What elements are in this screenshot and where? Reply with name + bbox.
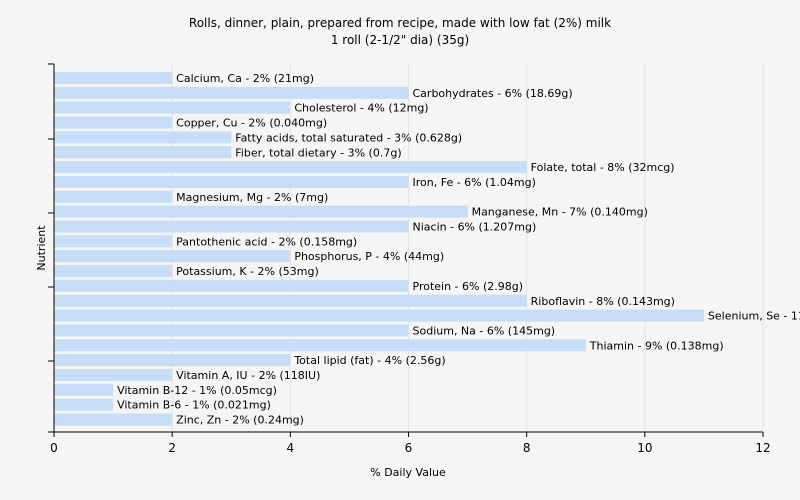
bar-label: Riboflavin - 8% (0.143mg) xyxy=(531,295,675,308)
bar xyxy=(54,279,409,292)
x-tick-label: 8 xyxy=(523,441,531,455)
bar xyxy=(54,131,232,144)
bar-label: Cholesterol - 4% (12mg) xyxy=(294,102,428,115)
bar-label: Fiber, total dietary - 3% (0.7g) xyxy=(235,146,401,159)
bar xyxy=(54,72,173,84)
bar xyxy=(54,413,173,426)
bar xyxy=(54,250,291,263)
bar-label: Protein - 6% (2.98g) xyxy=(413,280,524,293)
x-axis-label: % Daily Value xyxy=(370,466,446,479)
bar-label: Fatty acids, total saturated - 3% (0.628… xyxy=(235,131,462,144)
bars xyxy=(54,72,704,426)
bar xyxy=(54,101,291,114)
bar-label: Manganese, Mn - 7% (0.140mg) xyxy=(472,206,648,219)
bar-label: Vitamin A, IU - 2% (118IU) xyxy=(176,369,320,382)
bar xyxy=(54,190,173,203)
bar-label: Total lipid (fat) - 4% (2.56g) xyxy=(293,354,445,367)
x-tick-label: 10 xyxy=(637,441,652,455)
bar xyxy=(54,398,114,411)
bar-label: Copper, Cu - 2% (0.040mg) xyxy=(176,117,327,130)
bar xyxy=(54,235,173,248)
bar-label: Magnesium, Mg - 2% (7mg) xyxy=(176,191,328,204)
bar xyxy=(54,161,527,174)
x-tick-label: 0 xyxy=(50,441,58,455)
bar-label: Thiamin - 9% (0.138mg) xyxy=(589,339,724,352)
bar-label: Potassium, K - 2% (53mg) xyxy=(176,265,319,278)
bar-label: Zinc, Zn - 2% (0.24mg) xyxy=(176,414,304,427)
bar-label: Vitamin B-6 - 1% (0.021mg) xyxy=(117,399,271,412)
bar xyxy=(54,175,409,188)
bar-label: Vitamin B-12 - 1% (0.05mcg) xyxy=(117,384,277,397)
bar xyxy=(54,265,173,278)
x-tick-label: 2 xyxy=(168,441,176,455)
x-tick-label: 12 xyxy=(755,441,770,455)
chart-subtitle: 1 roll (2-1/2" dia) (35g) xyxy=(331,33,469,47)
y-axis-label: Nutrient xyxy=(35,225,48,271)
bar-label: Folate, total - 8% (32mcg) xyxy=(531,161,675,174)
axes xyxy=(48,63,764,437)
bar-label: Iron, Fe - 6% (1.04mg) xyxy=(413,176,536,189)
x-tick-labels: 0 2 4 6 8 10 12 xyxy=(50,441,770,455)
bar xyxy=(54,309,704,322)
bar-label: Carbohydrates - 6% (18.69g) xyxy=(413,87,573,100)
bar xyxy=(54,220,409,233)
x-tick-label: 6 xyxy=(405,441,413,455)
bar xyxy=(54,324,409,337)
bar xyxy=(54,116,173,129)
bar-label: Sodium, Na - 6% (145mg) xyxy=(413,324,556,337)
bar xyxy=(54,86,409,99)
chart-title: Rolls, dinner, plain, prepared from reci… xyxy=(189,16,611,30)
x-tick-label: 4 xyxy=(287,441,295,455)
bar-label: Pantothenic acid - 2% (0.158mg) xyxy=(176,235,357,248)
bar xyxy=(54,354,291,367)
bar-labels: Calcium, Ca - 2% (21mg) Carbohydrates - 6… xyxy=(117,72,800,427)
bar xyxy=(54,205,468,218)
bar xyxy=(54,383,114,396)
bar-label: Phosphorus, P - 4% (44mg) xyxy=(294,250,444,263)
bar xyxy=(54,369,173,381)
bar xyxy=(54,146,232,159)
bar-label: Selenium, Se - 11% (8.0mcg) xyxy=(708,310,800,323)
bar xyxy=(54,294,527,307)
bar-label: Niacin - 6% (1.207mg) xyxy=(413,221,537,234)
bar-label: Calcium, Ca - 2% (21mg) xyxy=(176,72,314,85)
grid-lines xyxy=(171,64,764,432)
bar xyxy=(54,339,586,352)
